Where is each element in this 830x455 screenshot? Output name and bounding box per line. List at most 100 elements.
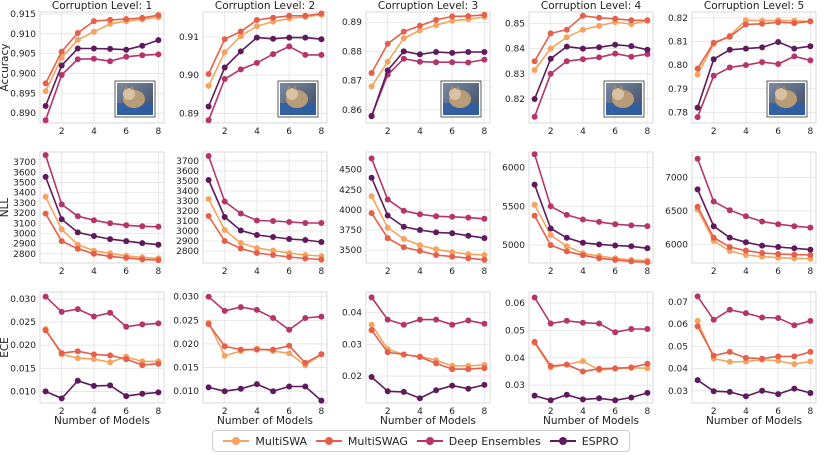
data-point-multiswag-r2-c4-7 [644, 259, 651, 266]
data-point-espro-r1-c2-2 [237, 48, 244, 55]
data-point-espro-r1-c5-1 [710, 56, 717, 63]
panel-ece-level-2: 0.010 0.015 0.020 0.025 0.030 2 4 6 8 [173, 291, 328, 417]
data-point-deep-ensembles-r1-c3-4 [433, 59, 440, 66]
x-tick-label-r2-c5-1: 4 [743, 267, 749, 277]
x-tick-label-r1-c3-2: 6 [449, 127, 455, 137]
data-point-deep-ensembles-r2-c3-5 [449, 213, 456, 220]
data-point-deep-ensembles-r1-c5-1 [710, 72, 717, 79]
data-point-espro-r2-c3-1 [384, 212, 391, 219]
data-point-multiswag-r2-c2-1 [221, 238, 228, 244]
x-tick-label-r1-c2-1: 4 [254, 127, 260, 137]
data-point-multiswag-r3-c1-6 [139, 362, 146, 369]
data-point-espro-r1-c5-4 [759, 44, 766, 51]
data-point-multiswag-r3-c5-6 [791, 353, 798, 360]
data-point-multiswag-r2-c3-7 [481, 256, 488, 263]
legend-swatch-multiswa [223, 436, 250, 446]
x-tick-label-r3-c2-1: 4 [254, 407, 260, 417]
x-tick-label-r2-c1-3: 8 [155, 267, 161, 277]
data-point-multiswag-r3-c5-0 [694, 323, 701, 330]
data-point-multiswa-r1-c3-1 [384, 58, 391, 65]
data-point-espro-r2-c4-6 [628, 243, 635, 250]
data-point-deep-ensembles-r1-c1-2 [74, 56, 81, 63]
data-point-espro-r2-c2-4 [270, 234, 277, 240]
data-point-multiswa-r3-c5-2 [726, 358, 733, 365]
y-tick-label-r1-c5-0: 0.78 [668, 108, 688, 118]
data-point-deep-ensembles-r2-c5-6 [791, 223, 798, 230]
y-tick-label-r3-c1-1: 0.015 [10, 364, 36, 374]
data-point-deep-ensembles-r2-c2-4 [270, 218, 277, 224]
data-point-deep-ensembles-r3-c4-4 [596, 320, 603, 327]
y-tick-label-r3-c5-1: 0.04 [668, 365, 688, 375]
data-point-deep-ensembles-r2-c4-7 [644, 223, 651, 230]
y-tick-label-r1-c1-2: 0.900 [10, 69, 36, 79]
x-tick-label-r2-c1-0: 2 [59, 267, 65, 277]
data-point-deep-ensembles-r1-c3-3 [416, 58, 423, 65]
data-point-multiswa-r1-c2-2 [237, 33, 244, 40]
data-point-multiswa-r1-c4-3 [579, 26, 586, 33]
data-point-espro-r2-c4-1 [547, 225, 554, 232]
data-point-deep-ensembles-r1-c4-0 [531, 113, 538, 120]
data-point-deep-ensembles-r1-c1-1 [58, 72, 65, 78]
data-point-multiswag-r3-c3-1 [384, 349, 391, 356]
data-point-espro-r1-c3-4 [433, 49, 440, 55]
data-point-espro-r1-c3-1 [384, 67, 391, 74]
data-point-multiswag-r1-c3-5 [449, 13, 456, 20]
data-point-deep-ensembles-r1-c4-3 [579, 56, 586, 63]
legend-label-multiswag: MultiSWAG [347, 434, 408, 448]
data-point-deep-ensembles-r1-c2-0 [205, 117, 212, 124]
data-point-espro-r1-c3-6 [465, 49, 472, 55]
data-point-deep-ensembles-r1-c1-6 [139, 52, 146, 59]
data-point-deep-ensembles-r2-c3-3 [416, 211, 423, 218]
legend-item-espro: ESPRO [549, 434, 619, 448]
data-point-multiswag-r1-c3-2 [400, 28, 407, 35]
data-point-espro-r3-c5-4 [759, 387, 766, 394]
data-point-multiswa-r2-c2-2 [237, 240, 244, 246]
data-point-espro-r1-c4-7 [644, 46, 651, 53]
data-point-deep-ensembles-r3-c1-3 [90, 313, 97, 320]
data-point-espro-r2-c4-2 [563, 234, 570, 241]
data-point-deep-ensembles-r1-c2-6 [302, 51, 309, 58]
data-point-multiswag-r2-c1-3 [90, 250, 97, 257]
data-point-multiswa-r1-c4-1 [547, 45, 554, 52]
data-point-multiswag-r3-c4-4 [596, 365, 603, 372]
data-point-espro-r2-c2-3 [253, 232, 260, 238]
data-point-deep-ensembles-r3-c4-5 [612, 329, 619, 336]
y-tick-label-r2-c3-2: 4000 [339, 206, 362, 216]
data-point-deep-ensembles-r3-c1-7 [155, 320, 162, 327]
x-tick-label-r1-c4-1: 4 [580, 127, 586, 137]
y-tick-label-r3-c4-3: 0.06 [505, 299, 525, 309]
x-tick-label-r3-c2-0: 2 [222, 407, 228, 417]
y-tick-label-r1-c4-2: 0.84 [505, 45, 525, 55]
data-point-multiswag-r3-c3-7 [481, 365, 488, 372]
y-tick-label-r3-c1-2: 0.020 [10, 341, 36, 351]
y-tick-label-r1-c1-0: 0.890 [10, 109, 36, 119]
panel-nll-level-3: 3500 3750 4000 4250 4500 2 4 6 8 [339, 151, 491, 277]
y-tick-label-r3-c2-4: 0.030 [173, 293, 199, 303]
data-point-deep-ensembles-r3-c2-2 [237, 304, 244, 311]
y-tick-label-r2-c3-4: 4500 [339, 166, 362, 176]
data-point-deep-ensembles-r1-c3-6 [465, 59, 472, 66]
data-point-multiswag-r3-c2-1 [221, 343, 228, 350]
y-axis-label-accuracy: Accuracy [0, 44, 11, 92]
panel-title-r1-c5: Corruption Level: 5 [704, 0, 804, 12]
y-tick-label-r3-c5-0: 0.03 [668, 387, 688, 397]
data-point-espro-r1-c1-6 [139, 42, 146, 49]
y-tick-label-r3-c3-2: 0.04 [342, 309, 362, 319]
data-point-espro-r2-c4-4 [596, 241, 603, 248]
data-point-deep-ensembles-r1-c4-4 [596, 54, 603, 61]
data-point-espro-r1-c2-1 [221, 64, 228, 71]
data-point-espro-r3-c3-2 [400, 388, 407, 395]
data-point-espro-r1-c3-2 [400, 48, 407, 55]
legend-label-espro: ESPRO [581, 434, 619, 448]
data-point-multiswag-r3-c1-3 [90, 351, 97, 358]
y-tick-label-r2-c2-7: 3500 [176, 177, 199, 187]
data-point-multiswag-r1-c2-3 [253, 17, 260, 23]
y-tick-label-r2-c2-9: 3700 [176, 157, 199, 167]
panel-ece-level-1: 0.010 0.015 0.020 0.025 0.030 2 4 6 8 ECE [0, 291, 165, 417]
data-point-deep-ensembles-r2-c1-1 [58, 201, 65, 208]
inset-cat-ear-r1-c3 [450, 85, 454, 90]
y-tick-label-r3-c2-0: 0.010 [173, 387, 199, 397]
panel-ece-level-3: 0.02 0.03 0.04 2 4 6 8 [342, 291, 491, 417]
data-point-multiswag-r2-c4-5 [612, 256, 619, 263]
panel-title-r1-c1: Corruption Level: 1 [52, 0, 152, 12]
